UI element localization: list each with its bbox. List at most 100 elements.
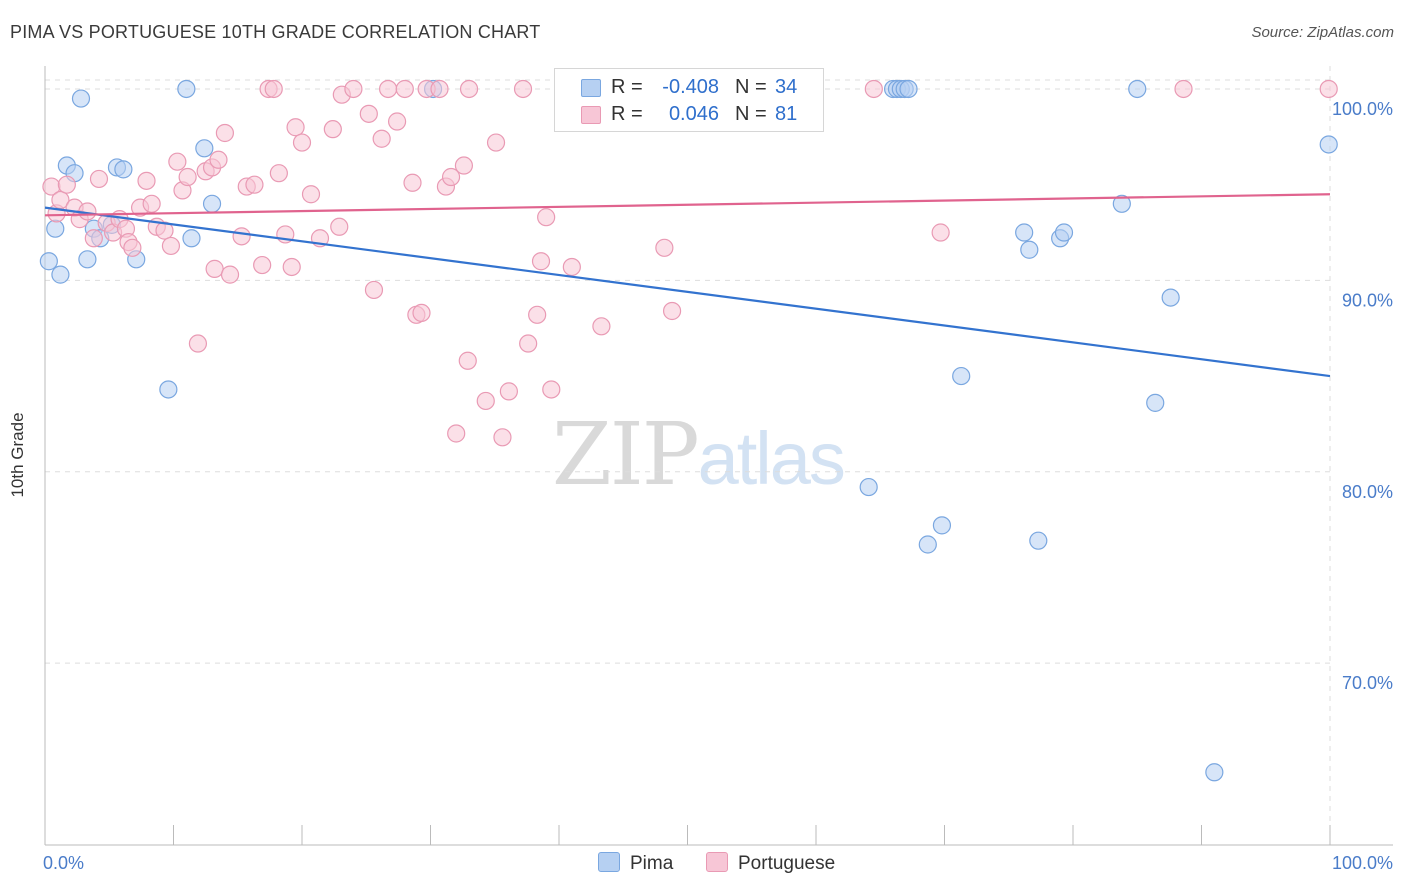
portuguese-legend-swatch (706, 852, 728, 872)
portuguese-point-30 (220, 265, 240, 284)
pima-point-39 (1146, 393, 1165, 412)
portuguese-point-40 (286, 118, 305, 137)
pima-point-34 (1029, 531, 1048, 550)
watermark-atlas: atlas (697, 417, 846, 500)
pima-point-17 (202, 194, 222, 213)
portuguese-point-63 (458, 351, 477, 370)
portuguese-point-42 (301, 185, 321, 204)
chart-title: PIMA VS PORTUGUESE 10TH GRADE CORRELATIO… (10, 22, 541, 42)
pima-point-15 (182, 229, 201, 248)
portuguese-n-label: N = (735, 103, 767, 125)
axis-layer (44, 66, 1393, 846)
portuguese-point-16 (137, 171, 156, 190)
legend-row-pima: R = -0.408 N = 34 (555, 73, 823, 101)
portuguese-point-74 (542, 380, 561, 399)
portuguese-point-73 (537, 208, 556, 227)
portuguese-swatch (581, 106, 601, 124)
portuguese-points (42, 79, 1338, 447)
y-tick-label-70: 70.0% (1342, 673, 1393, 693)
legend-item-portuguese[interactable]: Portuguese (706, 852, 835, 875)
pima-trend-line (44, 206, 1331, 378)
portuguese-point-14 (123, 238, 142, 257)
portuguese-point-37 (269, 164, 288, 183)
pima-point-11 (114, 160, 133, 179)
pima-point-37 (1112, 194, 1131, 213)
label-layer: 70.0% 80.0% 90.0% 100.0% 0.0% 100.0% (43, 99, 1393, 873)
portuguese-point-76 (592, 317, 611, 336)
pima-point-32 (1015, 223, 1034, 242)
portuguese-point-60 (441, 167, 461, 187)
portuguese-point-58 (430, 79, 449, 99)
portuguese-point-50 (372, 129, 391, 148)
portuguese-point-20 (161, 236, 181, 256)
portuguese-point-45 (330, 217, 349, 236)
x-tick-label-max: 100.0% (1332, 853, 1393, 873)
portuguese-point-31 (232, 227, 251, 246)
pima-r-value: -0.408 (662, 76, 719, 98)
portuguese-point-66 (486, 133, 506, 152)
y-tick-label-100: 100.0% (1332, 99, 1393, 119)
portuguese-point-65 (476, 391, 495, 411)
portuguese-point-27 (209, 150, 228, 169)
pima-legend-label: Pima (630, 853, 674, 874)
portuguese-point-17 (142, 194, 161, 213)
portuguese-point-54 (403, 173, 422, 192)
portuguese-point-82 (1319, 79, 1338, 99)
watermark: ZIPatlas (552, 405, 846, 505)
portuguese-r-value: 0.046 (668, 103, 719, 125)
pima-point-41 (1205, 763, 1224, 782)
portuguese-point-51 (378, 79, 398, 99)
portuguese-point-52 (387, 112, 407, 131)
pima-point-14 (177, 79, 196, 99)
portuguese-point-75 (562, 257, 581, 277)
portuguese-point-72 (531, 252, 551, 271)
portuguese-point-2 (51, 190, 70, 210)
pima-point-16 (195, 139, 214, 158)
portuguese-point-7 (84, 229, 103, 248)
portuguese-point-64 (459, 79, 479, 99)
pima-point-2 (51, 265, 70, 284)
portuguese-point-67 (493, 428, 512, 447)
pima-point-0 (39, 252, 58, 271)
portuguese-point-69 (513, 79, 533, 99)
portuguese-point-53 (395, 79, 414, 99)
portuguese-legend-label: Portuguese (738, 853, 836, 874)
portuguese-point-70 (519, 334, 538, 353)
pima-point-36 (1054, 223, 1074, 242)
pima-swatch (581, 79, 601, 97)
pima-point-40 (1161, 288, 1180, 307)
portuguese-point-62 (454, 156, 474, 175)
portuguese-point-78 (662, 301, 682, 321)
portuguese-point-49 (364, 280, 384, 300)
portuguese-point-34 (253, 255, 272, 275)
pima-point-1 (46, 219, 65, 238)
portuguese-point-48 (359, 104, 378, 123)
pima-n-label: N = (735, 76, 767, 98)
y-tick-label-80: 80.0% (1342, 482, 1393, 502)
portuguese-point-28 (215, 123, 234, 143)
portuguese-point-29 (205, 259, 224, 278)
portuguese-point-77 (655, 238, 674, 257)
portuguese-point-23 (178, 167, 197, 187)
pima-point-5 (71, 89, 91, 108)
portuguese-point-81 (1174, 79, 1193, 99)
x-tick-label-min: 0.0% (43, 853, 84, 873)
pima-point-29 (918, 535, 937, 554)
portuguese-point-80 (931, 223, 950, 242)
source-credit[interactable]: Source: ZipAtlas.com (1251, 24, 1394, 41)
portuguese-point-8 (89, 169, 109, 189)
legend-item-pima[interactable]: Pima (598, 852, 673, 875)
portuguese-n-value: 81 (775, 103, 798, 125)
legend-row-portuguese: R = 0.046 N = 81 (555, 100, 823, 128)
portuguese-point-44 (323, 120, 342, 139)
pima-point-31 (952, 366, 971, 386)
pima-point-42 (1319, 135, 1338, 154)
pima-point-28 (899, 79, 918, 99)
portuguese-point-24 (188, 334, 208, 353)
portuguese-point-36 (264, 79, 283, 99)
portuguese-trend-line (44, 193, 1331, 217)
pima-point-38 (1128, 79, 1147, 99)
pima-n-value: 34 (775, 76, 798, 98)
portuguese-point-47 (344, 79, 363, 99)
portuguese-point-79 (864, 79, 883, 99)
